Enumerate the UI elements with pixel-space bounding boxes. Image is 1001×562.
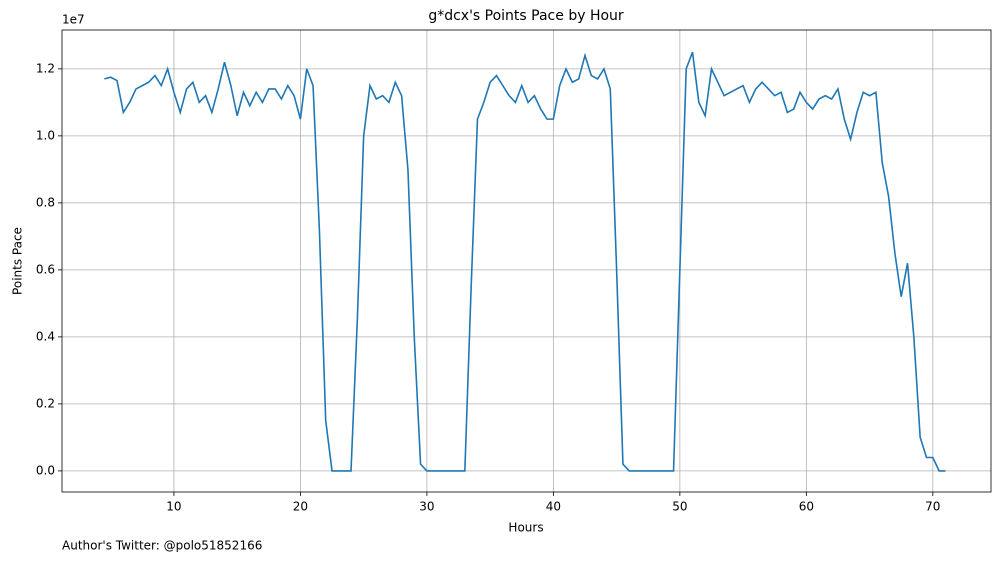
y-offset-label: 1e7 [62, 13, 85, 27]
y-tick-label: 0.8 [36, 195, 55, 209]
y-tick-label: 0.6 [36, 262, 55, 276]
plot-frame [61, 29, 992, 493]
x-tick-label: 60 [799, 500, 814, 514]
y-tick-label: 1.0 [36, 128, 55, 142]
chart-title: g*dcx's Points Pace by Hour [428, 8, 624, 24]
x-axis-label: Hours [508, 521, 543, 535]
data-line [104, 51, 946, 472]
y-tick-label: 1.2 [36, 61, 55, 75]
x-tick-label: 70 [925, 500, 940, 514]
y-tick-label: 0.2 [36, 396, 55, 410]
y-axis-label: Points Pace [11, 227, 25, 295]
footnote: Author's Twitter: @polo51852166 [62, 539, 262, 553]
x-tick-label: 30 [419, 500, 434, 514]
y-tick-label: 0.4 [36, 329, 55, 343]
y-tick-label: 0.0 [36, 463, 55, 477]
x-tick-label: 40 [546, 500, 561, 514]
x-tick-label: 50 [672, 500, 687, 514]
x-tick-label: 20 [293, 500, 308, 514]
x-tick-label: 10 [166, 500, 181, 514]
